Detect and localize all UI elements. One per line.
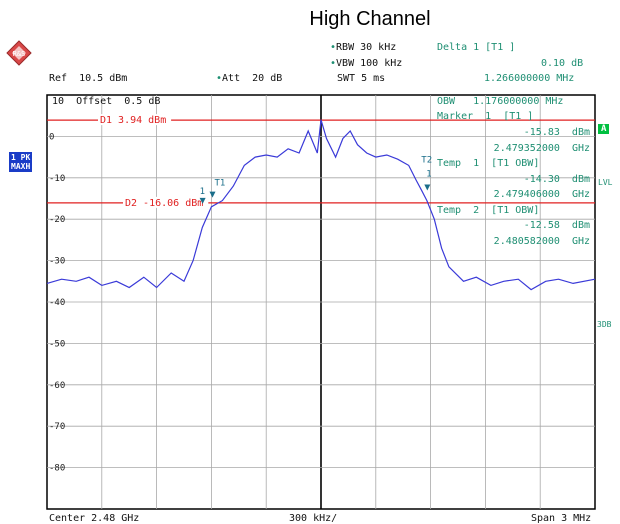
y-tick-label: -40 [49,298,65,308]
marker-triangle [199,197,206,204]
y-tick-label: -10 [49,174,65,184]
reference-level: Ref 10.5 dBm [49,73,128,84]
marker-triangle [209,191,216,198]
y-tick-label: -60 [49,381,65,391]
center-frequency: Center 2.48 GHz [49,513,140,524]
chart-title: High Channel [309,8,431,30]
marker-a-badge: A [598,124,610,134]
trace-mode-badge: 1 PK MAXH [9,152,33,172]
marker-tag: 1 [426,169,431,179]
delta-marker-value: 0.10 dB [541,58,584,69]
y-tick-labels: 0 -10 -20 -30 -40 -50 -60 -70 -80 [49,132,65,473]
y-tick-label: 0 [49,132,54,142]
marker-readout-line: Marker 1 [T1 ] [437,111,534,122]
y-tick-label: -50 [49,339,65,349]
display-line-label: D1 3.94 dBm [100,115,166,126]
lvl-label: LVL [598,178,613,187]
three-db-label: 3DB [597,320,612,329]
marker-tag: T1 [214,179,225,189]
rohde-schwarz-logo: R&S [6,40,32,66]
marker-readout-line: -14.30 dBm [523,174,590,185]
marker-readout-line: 2.479406000 GHz [493,189,590,200]
marker-readout-line: 2.479352000 GHz [493,143,590,154]
grid [47,95,595,509]
y-tick-label: -80 [49,464,65,474]
swt-readout: SWT 5 ms [337,73,386,84]
frequency-span: Span 3 MHz [531,513,592,524]
display-line-label-bg [123,196,209,208]
vbw-readout: VBW 100 kHz [336,58,403,69]
marker-tag: 1 [200,187,205,197]
spectrum-trace [46,119,596,291]
delta-marker-frequency: 1.266000000 MHz [484,73,575,84]
marker-readout-line: -15.83 dBm [523,127,590,138]
y-tick-label: -20 [49,215,65,225]
division-span: 300 kHz/ [289,513,338,524]
y-tick-label: -30 [49,257,65,267]
display-line-label-bg [98,114,172,126]
offset-label: 10 Offset 0.5 dB [52,96,161,107]
marker-readout-line: 2.480582000 GHz [493,236,590,247]
marker-readout-line: Temp 2 [T1 OBW] [437,205,540,216]
rbw-readout: RBW 30 kHz [336,42,397,53]
y-tick-label: -70 [49,422,65,432]
marker-tag: T2 [421,155,432,165]
attenuation: Att 20 dB [222,73,283,84]
marker-group: 1 T1 T2 1 [199,155,432,204]
marker-readout-line: -12.58 dBm [523,220,590,231]
marker-readout-line: Temp 1 [T1 OBW] [437,158,540,169]
marker-readout-line: OBW 1.176000000 MHz [437,96,564,107]
delta-marker-label: Delta 1 [T1 ] [437,42,516,53]
display-line-label: D2 -16.06 dBm [125,198,203,209]
svg-text:R&S: R&S [13,50,26,58]
marker-triangle [424,184,431,191]
